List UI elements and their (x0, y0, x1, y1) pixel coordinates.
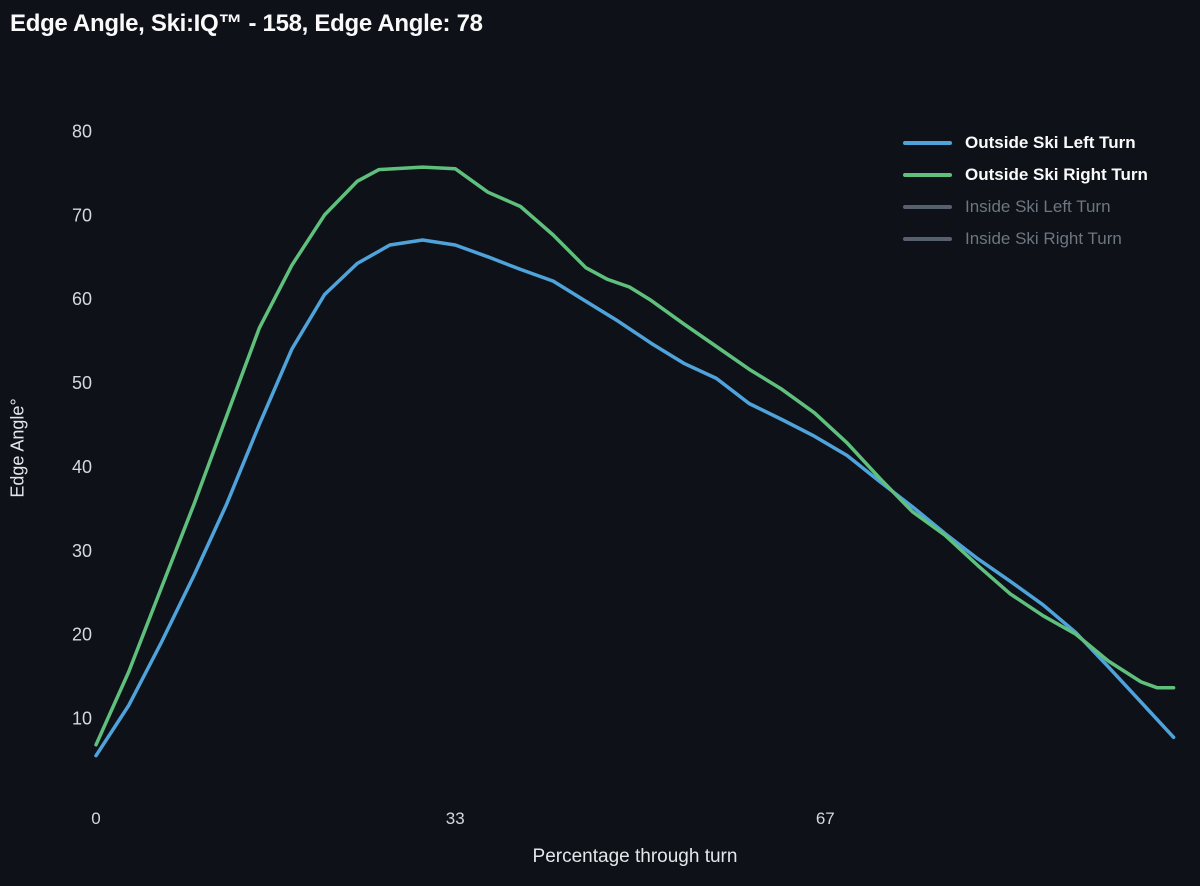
line-outside-ski-left-turn (94, 238, 1176, 758)
y-tick-label: 70 (72, 205, 92, 225)
legend-item-inside-ski-right-turn[interactable]: Inside Ski Right Turn (903, 223, 1148, 255)
legend-label: Inside Ski Right Turn (965, 229, 1122, 248)
y-tick-label: 50 (72, 373, 92, 393)
y-tick-label: 20 (72, 625, 92, 645)
y-tick-label: 60 (72, 289, 92, 309)
line-outside-ski-right-turn (94, 165, 1176, 747)
x-axis-title: Percentage through turn (532, 846, 738, 867)
x-tick-label: 67 (816, 809, 835, 828)
legend-label: Outside Ski Left Turn (965, 133, 1136, 152)
legend-label: Outside Ski Right Turn (965, 165, 1148, 184)
y-tick-label: 80 (72, 122, 92, 142)
x-tick-label: 0 (91, 809, 100, 828)
legend-item-inside-ski-left-turn[interactable]: Inside Ski Left Turn (903, 191, 1148, 223)
legend-swatch-inside-ski-left-turn (903, 205, 952, 209)
y-tick-label: 10 (72, 708, 92, 728)
y-tick-label: 30 (72, 541, 92, 561)
legend-swatch-outside-ski-left-turn (903, 141, 952, 145)
legend-swatch-inside-ski-right-turn (903, 237, 952, 241)
legend: Outside Ski Left Turn Outside Ski Right T… (903, 127, 1148, 255)
legend-item-outside-ski-right-turn[interactable]: Outside Ski Right Turn (903, 159, 1148, 191)
y-tick-label: 40 (72, 457, 92, 477)
chart-title: Edge Angle, Ski:IQ™ - 158, Edge Angle: 7… (10, 10, 483, 37)
y-axis-title: Edge Angle° (7, 398, 28, 498)
legend-swatch-outside-ski-right-turn (903, 173, 952, 177)
x-tick-label: 33 (446, 809, 465, 828)
legend-label: Inside Ski Left Turn (965, 197, 1111, 216)
legend-item-outside-ski-left-turn[interactable]: Outside Ski Left Turn (903, 127, 1148, 159)
